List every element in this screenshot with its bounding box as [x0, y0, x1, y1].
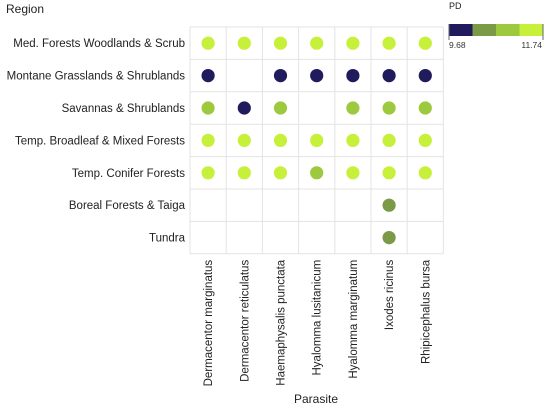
data-point	[346, 69, 360, 83]
grid	[189, 26, 444, 255]
y-tick-label: Temp. Broadleaf & Mixed Forests	[15, 135, 185, 147]
data-point	[273, 133, 288, 147]
legend-color-segment	[472, 24, 497, 36]
data-point	[418, 69, 432, 83]
data-points	[201, 36, 432, 245]
color-legend: PD 9.68 11.74	[448, 1, 544, 50]
data-point	[237, 166, 251, 180]
x-tick-label: Dermacentor marginatus	[203, 260, 215, 387]
legend-min-label: 9.68	[449, 40, 466, 50]
data-point	[418, 36, 432, 50]
data-point	[382, 36, 396, 50]
x-tick-label: Hyalomma lusitanicum	[312, 260, 324, 376]
data-point	[201, 101, 215, 115]
y-tick-label: Med. Forests Woodlands & Scrub	[13, 38, 185, 50]
data-point	[201, 166, 215, 180]
data-point	[310, 166, 324, 180]
legend-color-segment	[496, 24, 520, 36]
y-tick-label: Savannas & Shrublands	[62, 103, 186, 115]
data-point	[273, 101, 288, 115]
x-tick-label: Haemaphysalis punctata	[276, 259, 288, 386]
x-tick-label: Dermacentor reticulatus	[239, 260, 251, 382]
data-point	[382, 69, 396, 83]
data-point	[346, 166, 360, 180]
data-point	[201, 36, 215, 50]
data-point	[237, 36, 251, 50]
legend-color-segment	[519, 24, 544, 36]
data-point	[382, 133, 396, 147]
x-tick-label: Rhipicephalus bursa	[420, 259, 432, 364]
legend-max-label: 11.74	[521, 40, 542, 50]
data-point	[310, 69, 324, 83]
data-point	[418, 166, 432, 180]
data-point	[382, 101, 396, 115]
data-point	[346, 133, 360, 147]
x-tick-label: Ixodes ricinus	[384, 260, 396, 331]
data-point	[382, 231, 396, 245]
y-axis-title: Region	[6, 2, 44, 16]
data-point	[201, 133, 215, 147]
data-point	[273, 36, 288, 50]
legend-color-segment	[449, 24, 473, 36]
data-point	[418, 101, 432, 115]
data-point	[237, 101, 251, 115]
y-tick-label: Temp. Conifer Forests	[72, 168, 185, 180]
y-tick-label: Tundra	[149, 233, 186, 245]
x-axis-title: Parasite	[294, 392, 338, 406]
y-axis-tick-labels: Med. Forests Woodlands & Scrub Montane Gr…	[7, 38, 186, 244]
data-point	[310, 36, 324, 50]
y-tick-label: Boreal Forests & Taiga	[69, 200, 186, 212]
y-tick-label: Montane Grasslands & Shrublands	[7, 71, 186, 83]
x-axis-tick-labels: Dermacentor marginatus Dermacentor reticu…	[203, 259, 432, 386]
x-tick-label: Hyalomma marginatum	[348, 260, 360, 379]
legend-color-bar	[448, 24, 544, 40]
data-point	[346, 36, 360, 50]
data-point	[346, 101, 360, 115]
legend-title: PD	[449, 1, 462, 11]
data-point	[310, 133, 324, 147]
data-point	[382, 166, 396, 180]
data-point	[382, 198, 396, 212]
data-point	[201, 69, 215, 83]
data-point	[418, 133, 432, 147]
data-point	[273, 166, 288, 180]
data-point	[237, 133, 251, 147]
data-point	[273, 69, 288, 83]
